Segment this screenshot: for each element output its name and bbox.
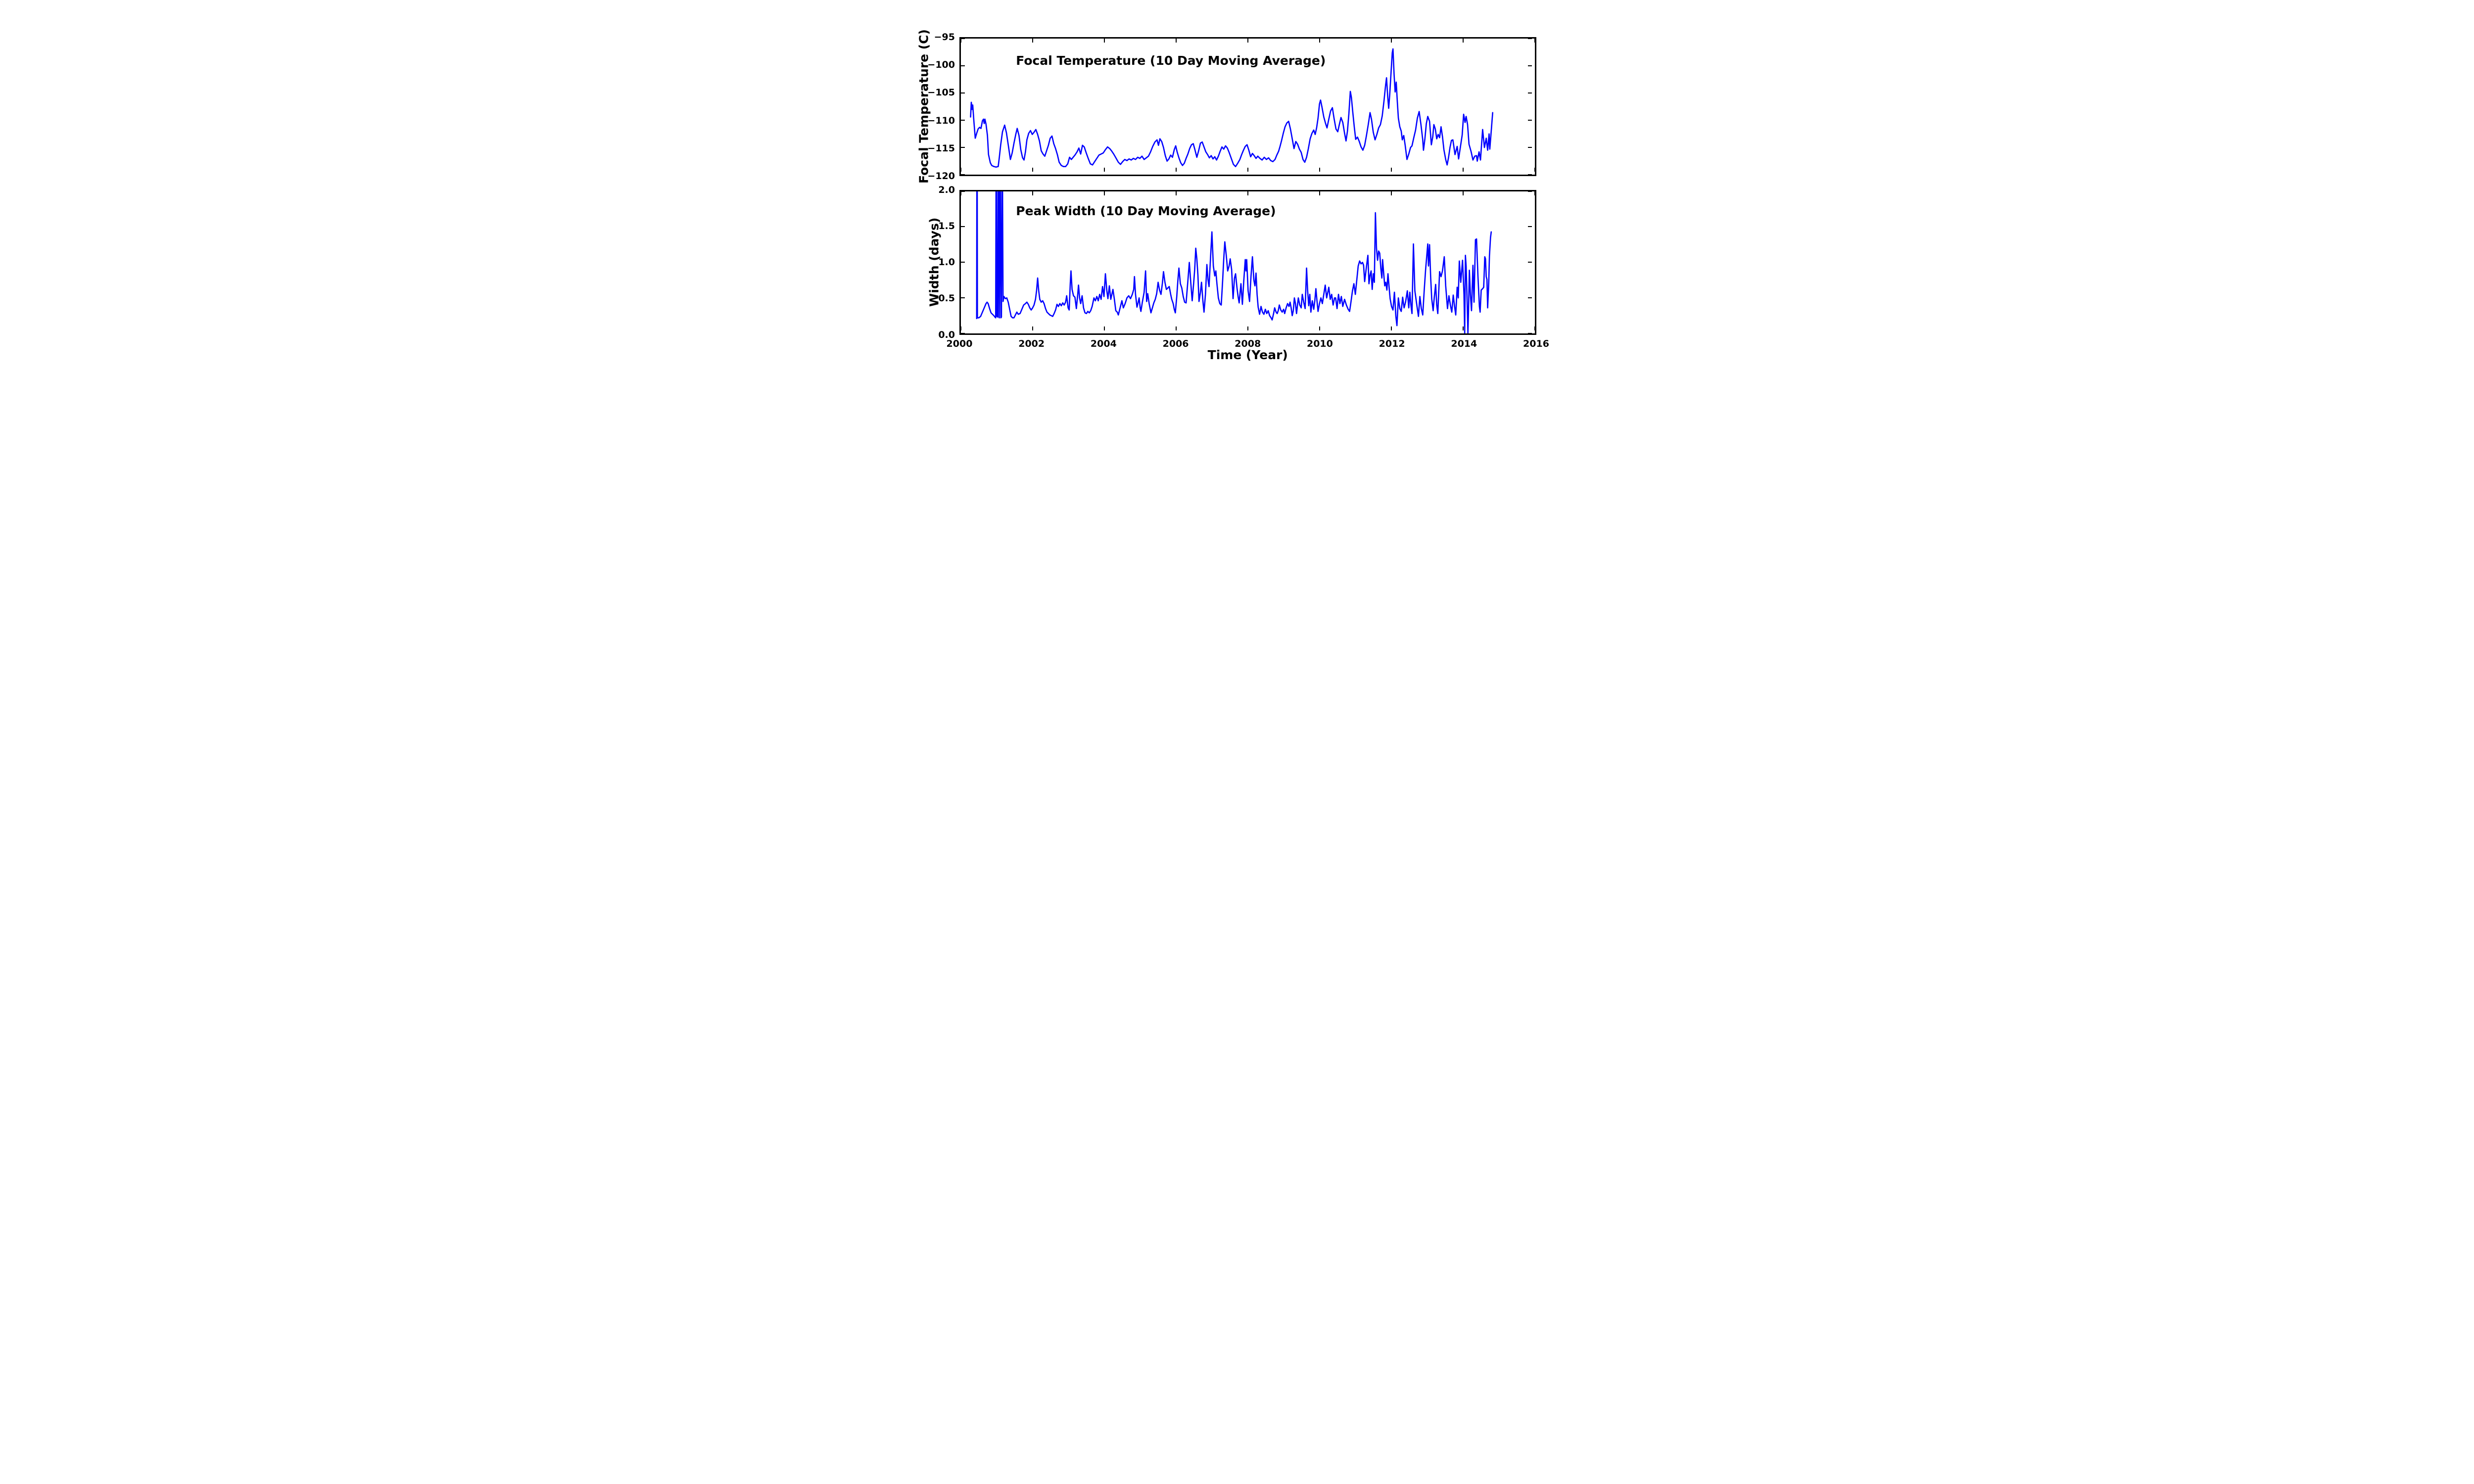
x-tick-mark-bottom [1463,326,1464,330]
y-tick-mark-left [961,119,965,121]
y-tick-label: 2.0 [938,184,955,195]
x-tick-mark-bottom [1247,167,1248,172]
y-tick-mark-right [1528,262,1532,263]
y-tick-label: −120 [927,171,955,182]
x-tick-mark-bottom [1176,326,1177,330]
x-tick-label: 2008 [1235,338,1261,349]
x-tick-mark-top [1391,191,1392,195]
x-tick-mark-bottom [1104,326,1105,330]
x-tick-mark-top [1104,38,1105,43]
focal-temperature-line-chart [961,39,1535,175]
y-tick-mark-right [1528,38,1532,39]
y-tick-label: −105 [927,87,955,98]
y-tick-mark-left [961,191,965,192]
y-tick-mark-right [1528,332,1532,333]
x-tick-mark-bottom [1104,167,1105,172]
x-tick-mark-bottom [1463,167,1464,172]
x-tick-mark-top [1104,191,1105,195]
peak_width_10day_moving_average-polyline [977,191,1491,333]
x-tick-mark-top [1319,191,1320,195]
x-tick-mark-top [1176,38,1177,43]
y-tick-label: 1.5 [938,220,955,232]
x-tick-mark-top [1463,191,1464,195]
top-panel-title: Focal Temperature (10 Day Moving Average… [1016,53,1326,68]
y-tick-mark-right [1528,174,1532,175]
x-tick-mark-bottom [1534,326,1535,330]
y-tick-mark-left [961,146,965,148]
y-tick-mark-left [961,226,965,228]
x-tick-mark-bottom [1032,326,1033,330]
x-tick-mark-bottom [1247,326,1248,330]
x-tick-mark-top [1176,191,1177,195]
x-tick-mark-top [1247,38,1248,43]
peak-width-line-chart [961,191,1535,333]
figure: Focal Temperature (C) Width (days) Focal… [866,0,1608,371]
bottom-panel-title: Peak Width (10 Day Moving Average) [1016,204,1276,219]
x-tick-mark-top [960,38,961,43]
x-tick-label: 2012 [1379,338,1405,349]
x-tick-mark-top [1247,191,1248,195]
x-tick-label: 2010 [1306,338,1333,349]
y-tick-label: −115 [927,142,955,154]
x-tick-mark-bottom [1391,167,1392,172]
x-tick-label: 2006 [1162,338,1189,349]
y-tick-label: 0.0 [938,329,955,340]
x-tick-mark-top [1032,191,1033,195]
x-tick-mark-bottom [1391,326,1392,330]
x-tick-mark-top [1032,38,1033,43]
x-tick-mark-top [1463,38,1464,43]
y-tick-mark-left [961,65,965,66]
x-tick-mark-top [960,191,961,195]
x-tick-mark-bottom [1176,167,1177,172]
x-tick-mark-bottom [1032,167,1033,172]
y-tick-mark-right [1528,65,1532,66]
bottom-panel-plot-area: Peak Width (10 Day Moving Average) [959,189,1536,335]
x-tick-mark-top [1534,38,1535,43]
y-tick-mark-right [1528,297,1532,298]
y-tick-mark-left [961,38,965,39]
y-tick-label: −110 [927,115,955,126]
x-tick-label: 2004 [1090,338,1117,349]
y-tick-label: 0.5 [938,293,955,304]
x-tick-mark-top [1319,38,1320,43]
x-tick-mark-bottom [960,326,961,330]
y-tick-label: −95 [934,31,955,43]
y-tick-mark-right [1528,191,1532,192]
y-tick-mark-left [961,332,965,333]
focal_temperature_10day_moving_average-polyline [971,49,1493,167]
x-axis-label: Time (Year) [1207,348,1288,362]
x-tick-mark-bottom [1534,167,1535,172]
y-tick-mark-left [961,262,965,263]
x-tick-label: 2002 [1018,338,1045,349]
y-tick-label: 1.0 [938,257,955,268]
x-tick-label: 2016 [1523,338,1549,349]
y-tick-mark-right [1528,119,1532,121]
top-panel-plot-area: Focal Temperature (10 Day Moving Average… [959,37,1536,176]
y-tick-mark-left [961,297,965,298]
x-tick-mark-top [1534,191,1535,195]
y-tick-mark-right [1528,226,1532,228]
y-tick-label: −100 [927,59,955,71]
x-tick-mark-bottom [1319,326,1320,330]
y-tick-mark-left [961,174,965,175]
x-tick-mark-bottom [960,167,961,172]
x-tick-mark-top [1391,38,1392,43]
x-tick-label: 2014 [1451,338,1477,349]
y-tick-mark-right [1528,146,1532,148]
x-tick-label: 2000 [946,338,973,349]
top-panel-y-axis-label: Focal Temperature (C) [916,29,931,184]
x-tick-mark-bottom [1319,167,1320,172]
